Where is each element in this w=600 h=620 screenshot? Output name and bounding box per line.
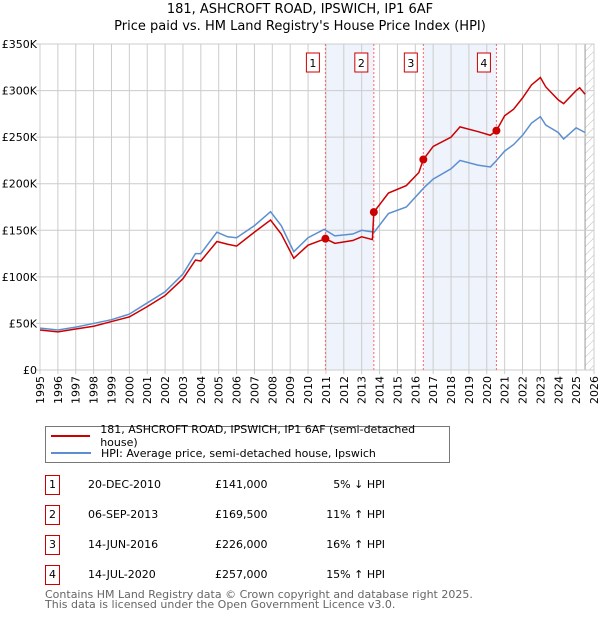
y-tick-label: £250K bbox=[2, 131, 38, 144]
x-tick-label: 2002 bbox=[159, 376, 172, 404]
x-tick-label: 2001 bbox=[141, 376, 154, 404]
sale-marker-label: 4 bbox=[480, 57, 487, 70]
x-tick-label: 1996 bbox=[52, 376, 65, 404]
sale-row: 3 14-JUN-2016 £226,000 16% ↑ HPI bbox=[45, 535, 545, 555]
chart-subtitle: Price paid vs. HM Land Registry's House … bbox=[114, 19, 486, 34]
x-tick-label: 2022 bbox=[517, 376, 530, 404]
highlight-band bbox=[325, 44, 374, 370]
x-tick-label: 2016 bbox=[409, 376, 422, 404]
sale-point bbox=[369, 208, 378, 217]
sale-marker-badge bbox=[305, 52, 320, 73]
x-tick-label: 2009 bbox=[284, 376, 297, 404]
sale-number-badge: 3 bbox=[45, 535, 60, 555]
sale-marker-badge bbox=[476, 52, 491, 73]
x-tick-label: 2011 bbox=[320, 376, 333, 404]
sale-number-badge: 4 bbox=[45, 565, 60, 585]
sale-number-badge: 2 bbox=[45, 505, 60, 525]
y-tick-label: £200K bbox=[2, 178, 38, 191]
y-tick-label: £150K bbox=[2, 224, 38, 237]
y-tick-label: £100K bbox=[2, 271, 38, 284]
x-tick-label: 2024 bbox=[552, 376, 565, 404]
legend-label-property: 181, ASHCROFT ROAD, IPSWICH, IP1 6AF (se… bbox=[100, 423, 416, 449]
footer-line: Contains HM Land Registry data © Crown c… bbox=[45, 588, 473, 601]
sale-marker-badge bbox=[354, 52, 369, 73]
y-tick-label: £0 bbox=[23, 364, 37, 377]
x-tick-label: 2008 bbox=[266, 376, 279, 404]
x-tick-label: 2019 bbox=[463, 376, 476, 404]
sale-marker-label: 1 bbox=[309, 57, 316, 70]
sale-row: 1 20-DEC-2010 £141,000 5% ↓ HPI bbox=[45, 475, 545, 495]
x-tick-label: 2000 bbox=[123, 376, 136, 404]
x-tick-label: 2020 bbox=[481, 376, 494, 404]
sale-hpi-diff: 11% ↑ HPI bbox=[326, 508, 385, 521]
x-tick-label: 2014 bbox=[374, 376, 387, 404]
highlight-band bbox=[423, 44, 497, 370]
x-tick-label: 2010 bbox=[302, 376, 315, 404]
x-tick-label: 2003 bbox=[177, 376, 190, 404]
sale-date: 06-SEP-2013 bbox=[88, 508, 159, 521]
sale-date: 20-DEC-2010 bbox=[88, 478, 162, 491]
legend-label-hpi: HPI: Average price, semi-detached house,… bbox=[101, 446, 376, 460]
sale-price: £169,500 bbox=[215, 508, 268, 521]
sale-price: £226,000 bbox=[215, 538, 268, 551]
sale-price: £257,000 bbox=[215, 568, 268, 581]
property-price-line bbox=[39, 76, 586, 333]
price-chart: 1995 1996 1997 1998 1999 2000 2001 2002 2003 2004… bbox=[2, 38, 600, 404]
x-tick-label: 1997 bbox=[70, 376, 83, 404]
sale-row: 4 14-JUL-2020 £257,000 15% ↑ HPI bbox=[45, 565, 545, 585]
sale-marker-badge bbox=[403, 52, 418, 73]
x-tick-label: 1998 bbox=[88, 376, 101, 404]
x-tick-label: 2015 bbox=[391, 376, 404, 404]
x-tick-label: 2006 bbox=[231, 376, 244, 404]
x-tick-label: 2005 bbox=[213, 376, 226, 404]
legend-swatch-property bbox=[51, 435, 91, 437]
x-tick-label: 2025 bbox=[570, 376, 583, 404]
sale-hpi-diff: 16% ↑ HPI bbox=[326, 538, 385, 551]
x-tick-label: 2004 bbox=[195, 376, 208, 404]
x-tick-label: 1995 bbox=[34, 376, 47, 404]
x-tick-label: 1999 bbox=[105, 376, 118, 404]
sale-date: 14-JUL-2020 bbox=[88, 568, 156, 581]
y-tick-label: £300K bbox=[2, 85, 38, 98]
y-tick-label: £350K bbox=[2, 38, 38, 51]
sale-point bbox=[419, 155, 428, 164]
plot-frame bbox=[39, 43, 595, 371]
sale-marker-label: 2 bbox=[358, 57, 365, 70]
sale-date: 14-JUN-2016 bbox=[88, 538, 159, 551]
x-tick-label: 2018 bbox=[445, 376, 458, 404]
sale-row: 2 06-SEP-2013 £169,500 11% ↑ HPI bbox=[45, 505, 545, 525]
sale-marker-label: 3 bbox=[407, 57, 414, 70]
chart-title: 181, ASHCROFT ROAD, IPSWICH, IP1 6AF bbox=[166, 2, 434, 17]
forecast-hatch bbox=[585, 44, 594, 370]
sale-point bbox=[321, 234, 330, 243]
x-tick-label: 2026 bbox=[588, 376, 600, 404]
sale-hpi-diff: 15% ↑ HPI bbox=[326, 568, 385, 581]
x-tick-label: 2012 bbox=[338, 376, 351, 404]
sale-price: £141,000 bbox=[215, 478, 268, 491]
legend: 181, ASHCROFT ROAD, IPSWICH, IP1 6AF (se… bbox=[45, 423, 450, 463]
hpi-line bbox=[39, 115, 586, 331]
x-tick-label: 2017 bbox=[427, 376, 440, 404]
sale-hpi-diff: 5% ↓ HPI bbox=[333, 478, 385, 491]
legend-swatch-hpi bbox=[51, 452, 91, 454]
footer: Contains HM Land Registry data © Crown c… bbox=[45, 588, 473, 611]
y-tick-label: £50K bbox=[9, 317, 38, 330]
sale-number-badge: 1 bbox=[45, 475, 60, 495]
x-tick-label: 2013 bbox=[356, 376, 369, 404]
x-tick-label: 2023 bbox=[534, 376, 547, 404]
footer-line: This data is licensed under the Open Gov… bbox=[45, 598, 396, 611]
x-tick-label: 2021 bbox=[499, 376, 512, 404]
sale-point bbox=[492, 126, 501, 135]
x-tick-label: 2007 bbox=[248, 376, 261, 404]
